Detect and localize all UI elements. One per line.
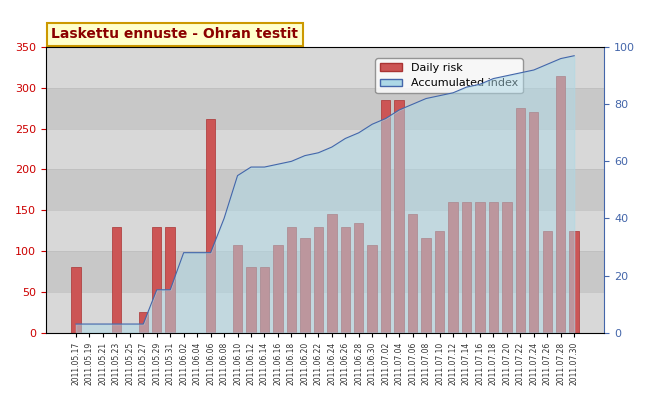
Bar <box>327 214 337 332</box>
Bar <box>166 226 175 332</box>
Bar <box>46 129 604 170</box>
Bar <box>273 245 283 332</box>
Bar <box>475 202 485 332</box>
Bar <box>233 245 242 332</box>
Bar <box>489 202 498 332</box>
Bar <box>246 267 255 332</box>
Bar <box>408 214 417 332</box>
Bar <box>287 226 296 332</box>
Bar <box>435 231 444 332</box>
Bar <box>46 210 604 251</box>
Bar <box>152 226 161 332</box>
Legend: Daily risk, Accumulated index: Daily risk, Accumulated index <box>375 58 523 93</box>
Bar <box>46 47 604 88</box>
Bar <box>46 88 604 129</box>
Bar <box>367 245 377 332</box>
Bar <box>556 76 566 332</box>
Bar <box>313 226 323 332</box>
Bar <box>341 226 350 332</box>
Bar <box>46 170 604 210</box>
Bar <box>543 231 552 332</box>
Bar <box>515 108 525 332</box>
Bar <box>381 100 391 332</box>
Bar <box>206 119 215 332</box>
Bar <box>112 226 121 332</box>
Bar <box>502 202 512 332</box>
Bar <box>448 202 458 332</box>
Text: Laskettu ennuste - Ohran testit: Laskettu ennuste - Ohran testit <box>51 28 298 42</box>
Bar <box>421 238 431 332</box>
Bar <box>138 312 148 332</box>
Bar <box>72 267 81 332</box>
Bar <box>395 100 404 332</box>
Bar <box>46 251 604 292</box>
Bar <box>569 231 579 332</box>
Bar <box>260 267 269 332</box>
Bar <box>300 238 309 332</box>
Bar <box>462 202 471 332</box>
Bar <box>354 222 363 332</box>
Bar <box>529 112 538 332</box>
Bar <box>46 292 604 332</box>
